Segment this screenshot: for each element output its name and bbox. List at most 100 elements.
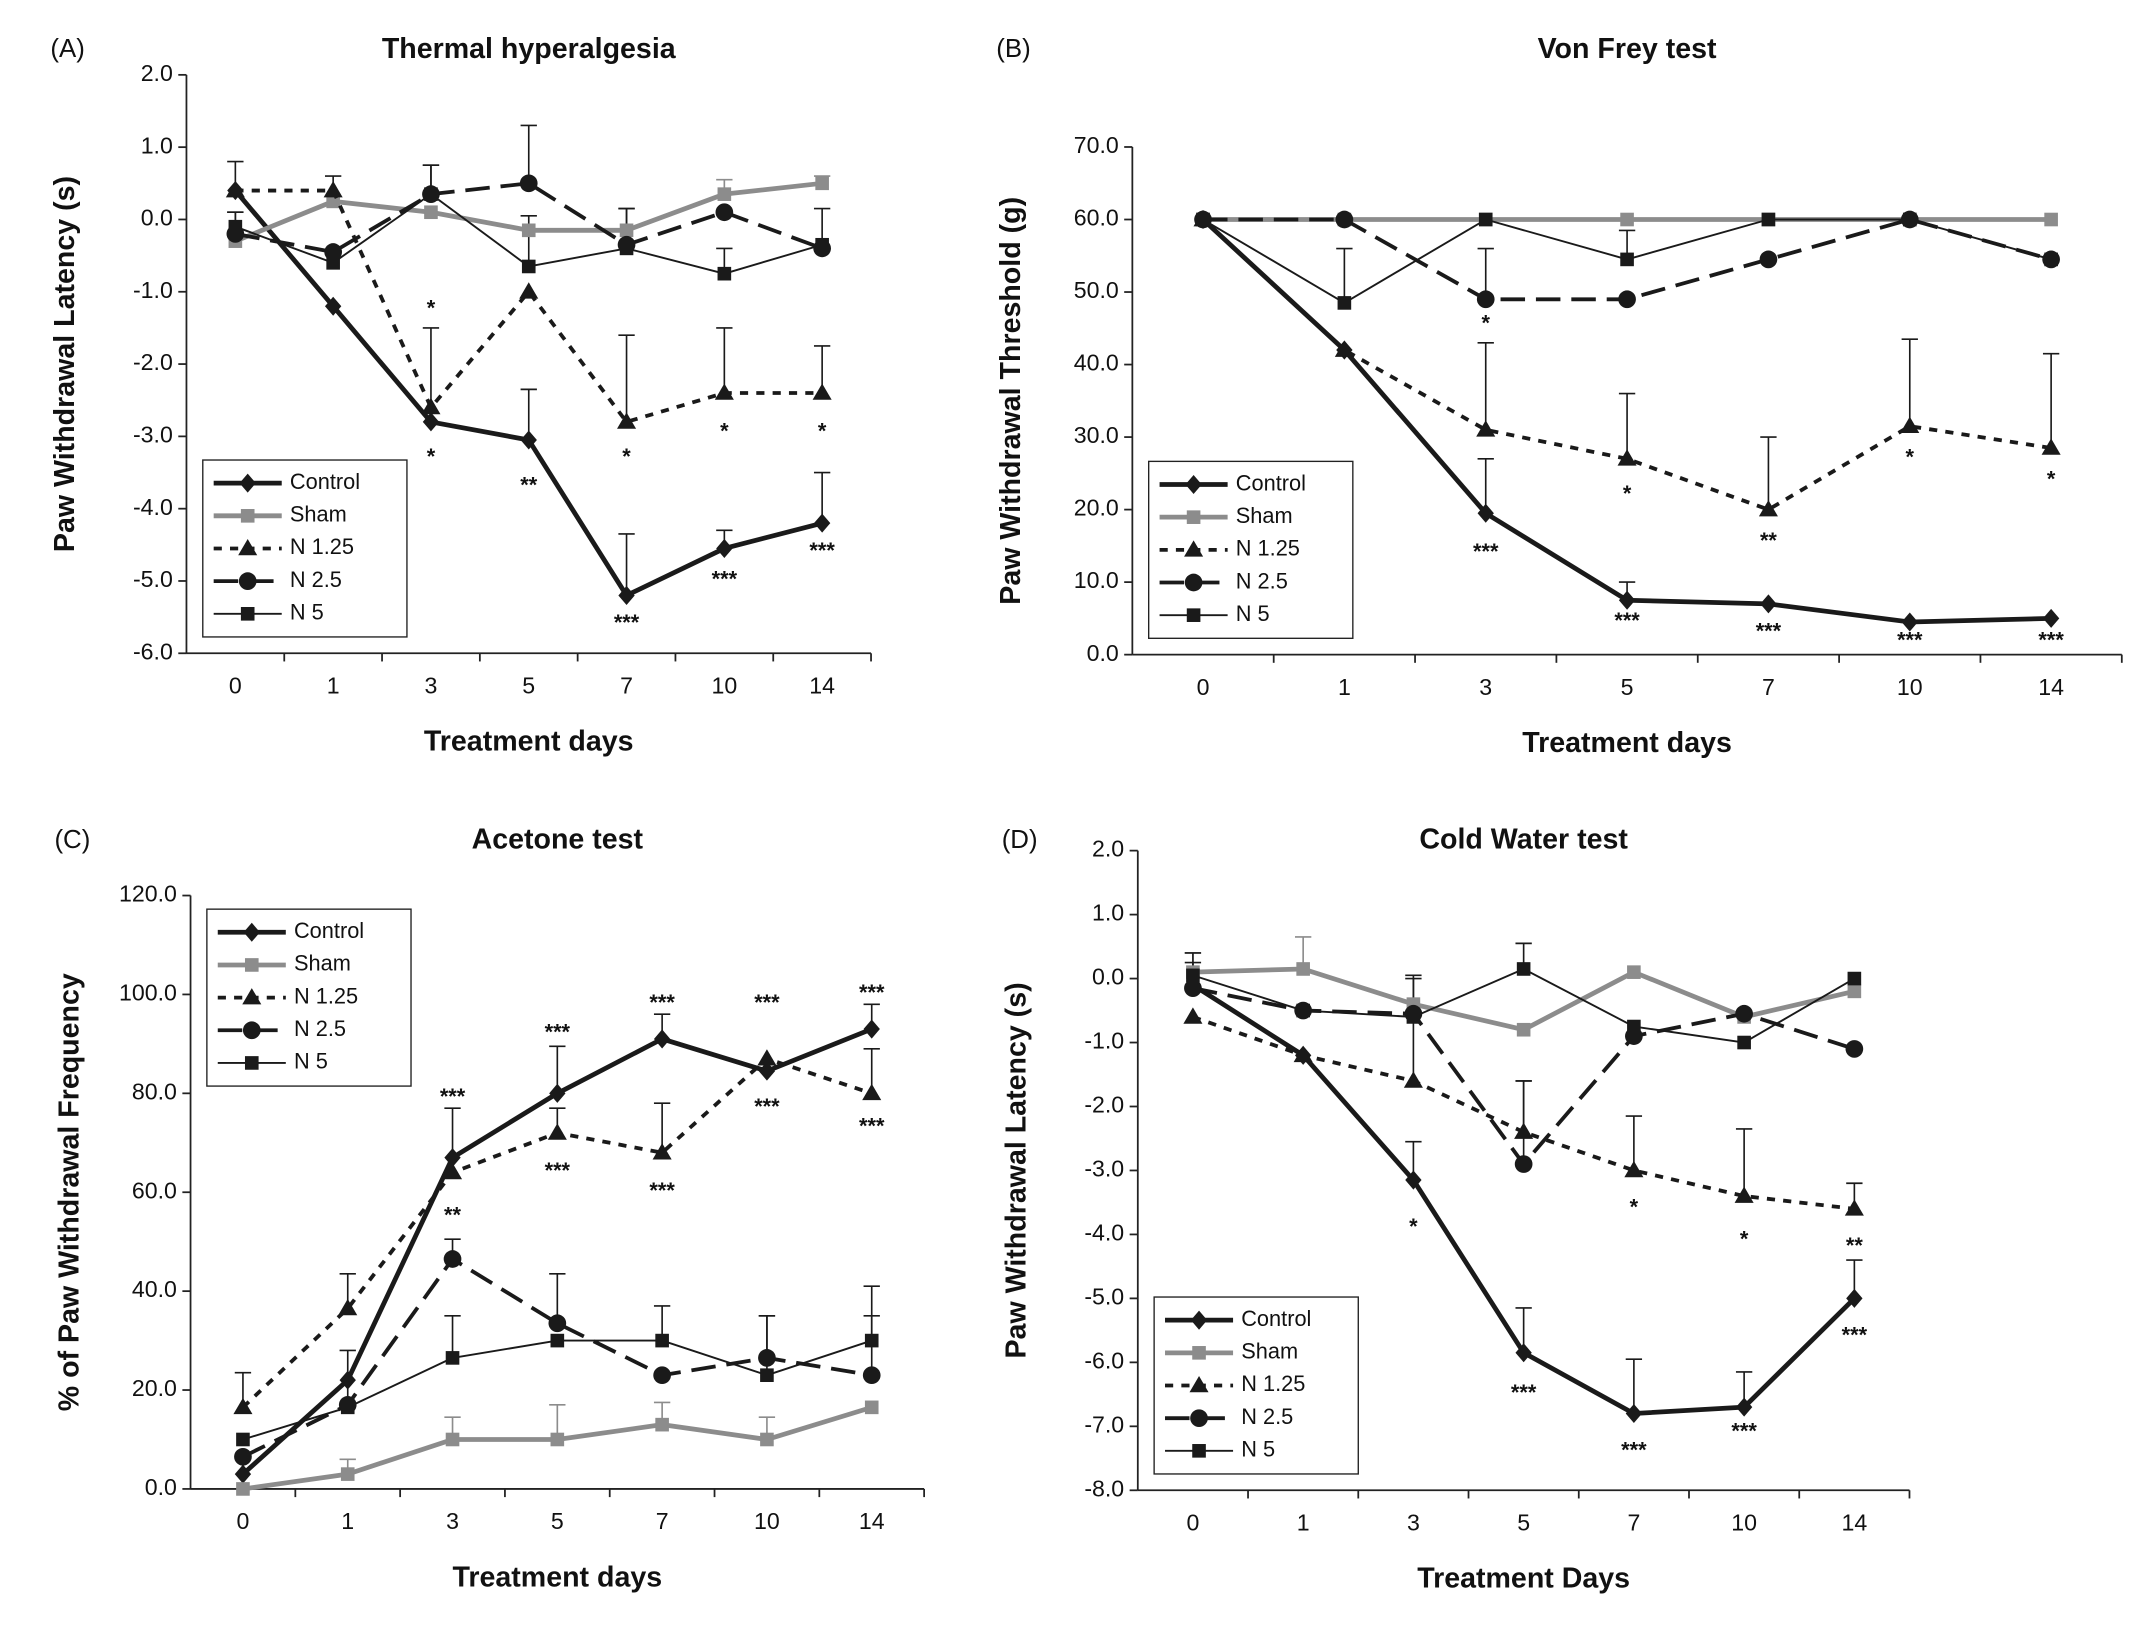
- legend-label: Control: [1241, 1306, 1311, 1331]
- marker: [240, 509, 255, 523]
- marker: [1627, 1019, 1641, 1034]
- annotation: ***: [859, 1114, 885, 1139]
- x-axis-label: Treatment days: [1522, 727, 1732, 759]
- marker: [339, 1370, 356, 1390]
- marker: [244, 958, 259, 972]
- y-tick-label: -4.0: [1084, 1220, 1124, 1246]
- y-tick-label: -2.0: [133, 349, 173, 375]
- marker: [1185, 474, 1202, 495]
- annotation: ***: [1756, 619, 1782, 644]
- marker: [1337, 296, 1352, 310]
- x-tick-label: 7: [620, 672, 633, 698]
- legend-label: Control: [294, 918, 364, 943]
- annotation: **: [520, 473, 537, 498]
- legend-label: N 5: [1236, 601, 1270, 626]
- y-tick-label: -6.0: [1084, 1347, 1124, 1373]
- y-tick-label: 30.0: [1074, 422, 1119, 448]
- y-axis-label: % of Paw Withdrawal Frequency: [53, 973, 85, 1411]
- annotation: ***: [1842, 1323, 1868, 1348]
- marker: [238, 572, 257, 590]
- y-tick-label: 60.0: [132, 1177, 177, 1203]
- marker: [813, 513, 831, 533]
- x-tick-label: 14: [2038, 674, 2064, 700]
- marker: [326, 256, 340, 270]
- marker: [1184, 573, 1203, 592]
- y-tick-label: -5.0: [133, 566, 173, 592]
- y-tick-label: 1.0: [141, 132, 173, 158]
- marker: [1847, 971, 1862, 986]
- marker: [2044, 212, 2058, 227]
- marker: [1403, 1071, 1423, 1088]
- marker: [521, 259, 536, 274]
- marker: [519, 174, 538, 193]
- panel: (B) Von Frey test Treatment days Paw Withdr…: [995, 33, 2123, 759]
- y-tick-label: -8.0: [1084, 1475, 1124, 1501]
- x-tick-label: 0: [237, 1508, 250, 1534]
- annotation: *: [1630, 1195, 1639, 1220]
- y-tick-label: -1.0: [1084, 1028, 1124, 1054]
- annotation: ***: [649, 1178, 675, 1203]
- marker: [550, 1432, 565, 1447]
- marker: [1186, 968, 1200, 983]
- x-tick-label: 10: [1731, 1509, 1757, 1535]
- annotation: *: [427, 296, 436, 321]
- legend-label: Sham: [294, 951, 351, 976]
- marker: [1186, 510, 1201, 524]
- marker: [240, 607, 255, 621]
- marker: [1758, 500, 1778, 517]
- marker: [1196, 212, 1210, 227]
- y-tick-label: 0.0: [1087, 640, 1119, 666]
- x-tick-label: 5: [1517, 1509, 1530, 1535]
- y-axis-label: Paw Withdrawal Latency (s): [1001, 982, 1033, 1358]
- marker: [760, 1368, 774, 1383]
- x-tick-label: 3: [425, 672, 438, 698]
- y-tick-label: 40.0: [1074, 350, 1119, 376]
- marker: [1618, 290, 1636, 309]
- annotation: ***: [2038, 627, 2064, 652]
- y-tick-label: 0.0: [145, 1474, 177, 1500]
- x-tick-label: 5: [1621, 674, 1634, 700]
- marker: [234, 1447, 252, 1466]
- y-tick-label: 70.0: [1074, 132, 1119, 158]
- marker: [1625, 1404, 1643, 1424]
- marker: [2041, 438, 2061, 455]
- annotation: *: [1906, 445, 1915, 470]
- x-tick-label: 3: [1407, 1509, 1420, 1535]
- chart-title: Acetone test: [472, 824, 644, 856]
- marker: [1620, 212, 1634, 227]
- x-tick-label: 10: [754, 1508, 780, 1534]
- marker: [619, 241, 634, 256]
- marker: [1293, 1045, 1313, 1063]
- x-tick-label: 3: [446, 1508, 459, 1534]
- marker: [445, 1432, 460, 1447]
- annotation: *: [622, 444, 631, 469]
- x-tick-label: 1: [341, 1508, 354, 1534]
- annotation: *: [818, 419, 827, 444]
- legend-label: Control: [1236, 470, 1306, 495]
- y-tick-label: 2.0: [141, 60, 173, 86]
- marker: [324, 296, 342, 316]
- panel: (C) Acetone test Treatment days % of Paw Wi…: [53, 824, 926, 1593]
- marker: [1618, 590, 1636, 610]
- marker: [1735, 1397, 1753, 1417]
- marker: [550, 1333, 565, 1348]
- marker: [652, 1143, 672, 1160]
- marker: [238, 538, 258, 556]
- x-tick-label: 1: [1338, 674, 1351, 700]
- annotation: ***: [545, 1020, 571, 1045]
- annotation: **: [444, 1203, 461, 1228]
- marker: [422, 412, 440, 432]
- chart-title: Cold Water test: [1419, 824, 1628, 856]
- panel-label: (C): [54, 826, 90, 854]
- marker: [549, 1083, 566, 1103]
- x-tick-label: 7: [1627, 1509, 1640, 1535]
- annotation: ***: [1621, 1438, 1647, 1463]
- marker: [521, 223, 536, 238]
- x-tick-label: 1: [327, 672, 340, 698]
- marker: [243, 922, 260, 942]
- y-tick-label: -7.0: [1084, 1411, 1124, 1437]
- y-tick-label: -5.0: [1084, 1284, 1124, 1310]
- chart-title: Von Frey test: [1538, 33, 1717, 65]
- marker: [1478, 212, 1493, 227]
- legend-label: Sham: [290, 502, 347, 527]
